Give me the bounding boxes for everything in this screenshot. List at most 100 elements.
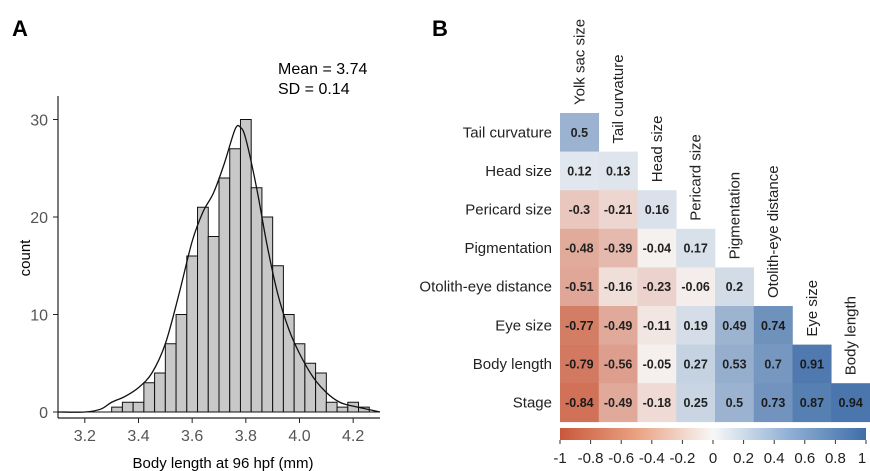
panel-letter-a: A (12, 16, 28, 41)
heatmap-value-label: 0.73 (761, 396, 785, 410)
colorbar-tick-label: 1 (858, 450, 866, 467)
heatmap-cell (715, 383, 755, 423)
heatmap-value-label: -0.18 (643, 396, 672, 410)
colorbar-tick-label: -0.2 (669, 450, 695, 467)
heatmap-column-label: Tail curvature (610, 54, 627, 143)
colorbar-tick-label: -1 (553, 450, 566, 467)
heatmap-value-label: -0.49 (604, 396, 633, 410)
colorbar-tick-label: 0 (709, 450, 717, 467)
heatmap-value-label: -0.56 (604, 357, 633, 371)
heatmap-cell (753, 383, 793, 423)
mean-annotation: Mean = 3.74 (278, 61, 368, 78)
x-tick-label: 3.6 (181, 428, 203, 445)
x-tick-label: 4.0 (288, 428, 310, 445)
heatmap-cell (598, 228, 638, 268)
histogram-bar (132, 401, 145, 413)
colorbar-tick-label: -0.4 (639, 450, 665, 467)
heatmap-row-label: Body length (473, 356, 552, 373)
heatmap-value-label: 0.12 (567, 164, 591, 178)
heatmap-cell (792, 383, 832, 423)
heatmap-column-label: Yolk sac size (571, 19, 588, 105)
histogram-bar (239, 119, 252, 413)
heatmap-value-label: -0.06 (681, 280, 710, 294)
heatmap-value-label: 0.87 (800, 396, 824, 410)
y-tick-label: 30 (30, 113, 48, 130)
histogram-bar (218, 177, 231, 413)
panel-letter-b: B (432, 16, 448, 41)
heatmap-column-label: Otolith-eye distance (765, 165, 782, 298)
heatmap-cell (637, 267, 677, 307)
heatmap-row-labels: Tail curvature Head size Pericard size Pigm… (419, 124, 552, 411)
y-tick-label: 20 (30, 210, 48, 227)
heatmap-cell (753, 306, 793, 345)
heatmap-cell (676, 306, 716, 345)
heatmap-value-label: -0.79 (565, 357, 594, 371)
heatmap-row-label: Eye size (495, 317, 552, 334)
heatmap-cell (831, 383, 870, 423)
heatmap-value-label: -0.49 (604, 319, 633, 333)
x-tick-label: 4.2 (342, 428, 364, 445)
heatmap-value-label: -0.23 (643, 280, 672, 294)
heatmap-value-label: 0.17 (683, 242, 707, 256)
colorbar-tick-label: -0.6 (608, 450, 634, 467)
heatmap-cell (676, 344, 716, 384)
heatmap-value-label: 0.25 (683, 396, 707, 410)
heatmap-row-label: Pigmentation (464, 240, 552, 257)
heatmap-cell (792, 344, 832, 384)
heatmap-cell (598, 151, 638, 191)
colorbar (560, 428, 866, 440)
histogram-bar (315, 372, 327, 413)
colorbar-ticks: -1 -0.8 -0.6 -0.4 -0.2 0 0.2 0.4 0.6 0.8 1 (553, 440, 867, 467)
y-tick-label: 10 (30, 308, 48, 325)
heatmap-row-label: Pericard size (465, 202, 552, 219)
histogram-bar (197, 206, 209, 413)
heatmap-cell (560, 151, 600, 191)
heatmap-value-label: 0.74 (761, 319, 785, 333)
histogram-bar (111, 406, 123, 413)
heatmap-cell (560, 383, 600, 423)
heatmap-value-label: -0.05 (643, 357, 672, 371)
heatmap-cell (676, 383, 716, 423)
histogram-bar (336, 406, 349, 413)
colorbar-tick-label: 0.6 (794, 450, 815, 467)
x-tick-label: 3.8 (235, 428, 257, 445)
histogram-panel: A Mean = 3.74 SD = 0.14 3.2 3.4 3.6 3.8 4.0 4… (12, 16, 381, 471)
correlation-panel: B 0.50.12 0.13-0.3 -0.21 0.16-0.48 -0.39 -0.0… (419, 16, 870, 467)
heatmap-cell (560, 267, 600, 307)
histogram-ticks: 3.2 3.4 3.6 3.8 4.0 4.2 0 10 20 30 (30, 113, 364, 446)
histogram-bar (229, 148, 241, 413)
histogram-bar (250, 187, 263, 413)
heatmap-cell (637, 344, 677, 384)
colorbar-tick-label: 0.2 (733, 450, 754, 467)
heatmap-value-label: 0.49 (722, 319, 746, 333)
x-tick-label: 3.2 (74, 428, 96, 445)
heatmap-value-label: 0.27 (683, 357, 707, 371)
sd-annotation: SD = 0.14 (278, 81, 350, 98)
heatmap-value-label: 0.53 (722, 357, 746, 371)
heatmap-value-label: -0.84 (565, 396, 594, 410)
heatmap-column-label: Head size (649, 115, 666, 182)
heatmap-cell (560, 113, 600, 152)
heatmap-row-label: Otolith-eye distance (419, 279, 552, 296)
heatmap-value-label: -0.11 (643, 319, 671, 333)
heatmap-value-label: -0.39 (604, 242, 633, 256)
heatmap-cell (560, 228, 600, 268)
y-axis-label: count (17, 239, 34, 277)
x-axis-label: Body length at 96 hpf (mm) (133, 455, 314, 471)
heatmap-cell (598, 190, 638, 230)
heatmap-value-label: -0.16 (604, 280, 633, 294)
heatmap-cell (598, 306, 638, 345)
histogram-bar (186, 255, 199, 413)
histogram-bars (111, 119, 370, 413)
histogram-bar (272, 265, 284, 413)
y-tick-label: 0 (39, 405, 48, 422)
heatmap-cell (598, 383, 638, 423)
colorbar-tick-label: 0.4 (764, 450, 785, 467)
heatmap-column-label: Pigmentation (726, 172, 743, 260)
heatmap-cell (753, 344, 793, 384)
heatmap-cell (637, 306, 677, 345)
heatmap-cell (560, 344, 600, 384)
colorbar-tick-label: -0.8 (578, 450, 604, 467)
heatmap-cell (715, 344, 755, 384)
